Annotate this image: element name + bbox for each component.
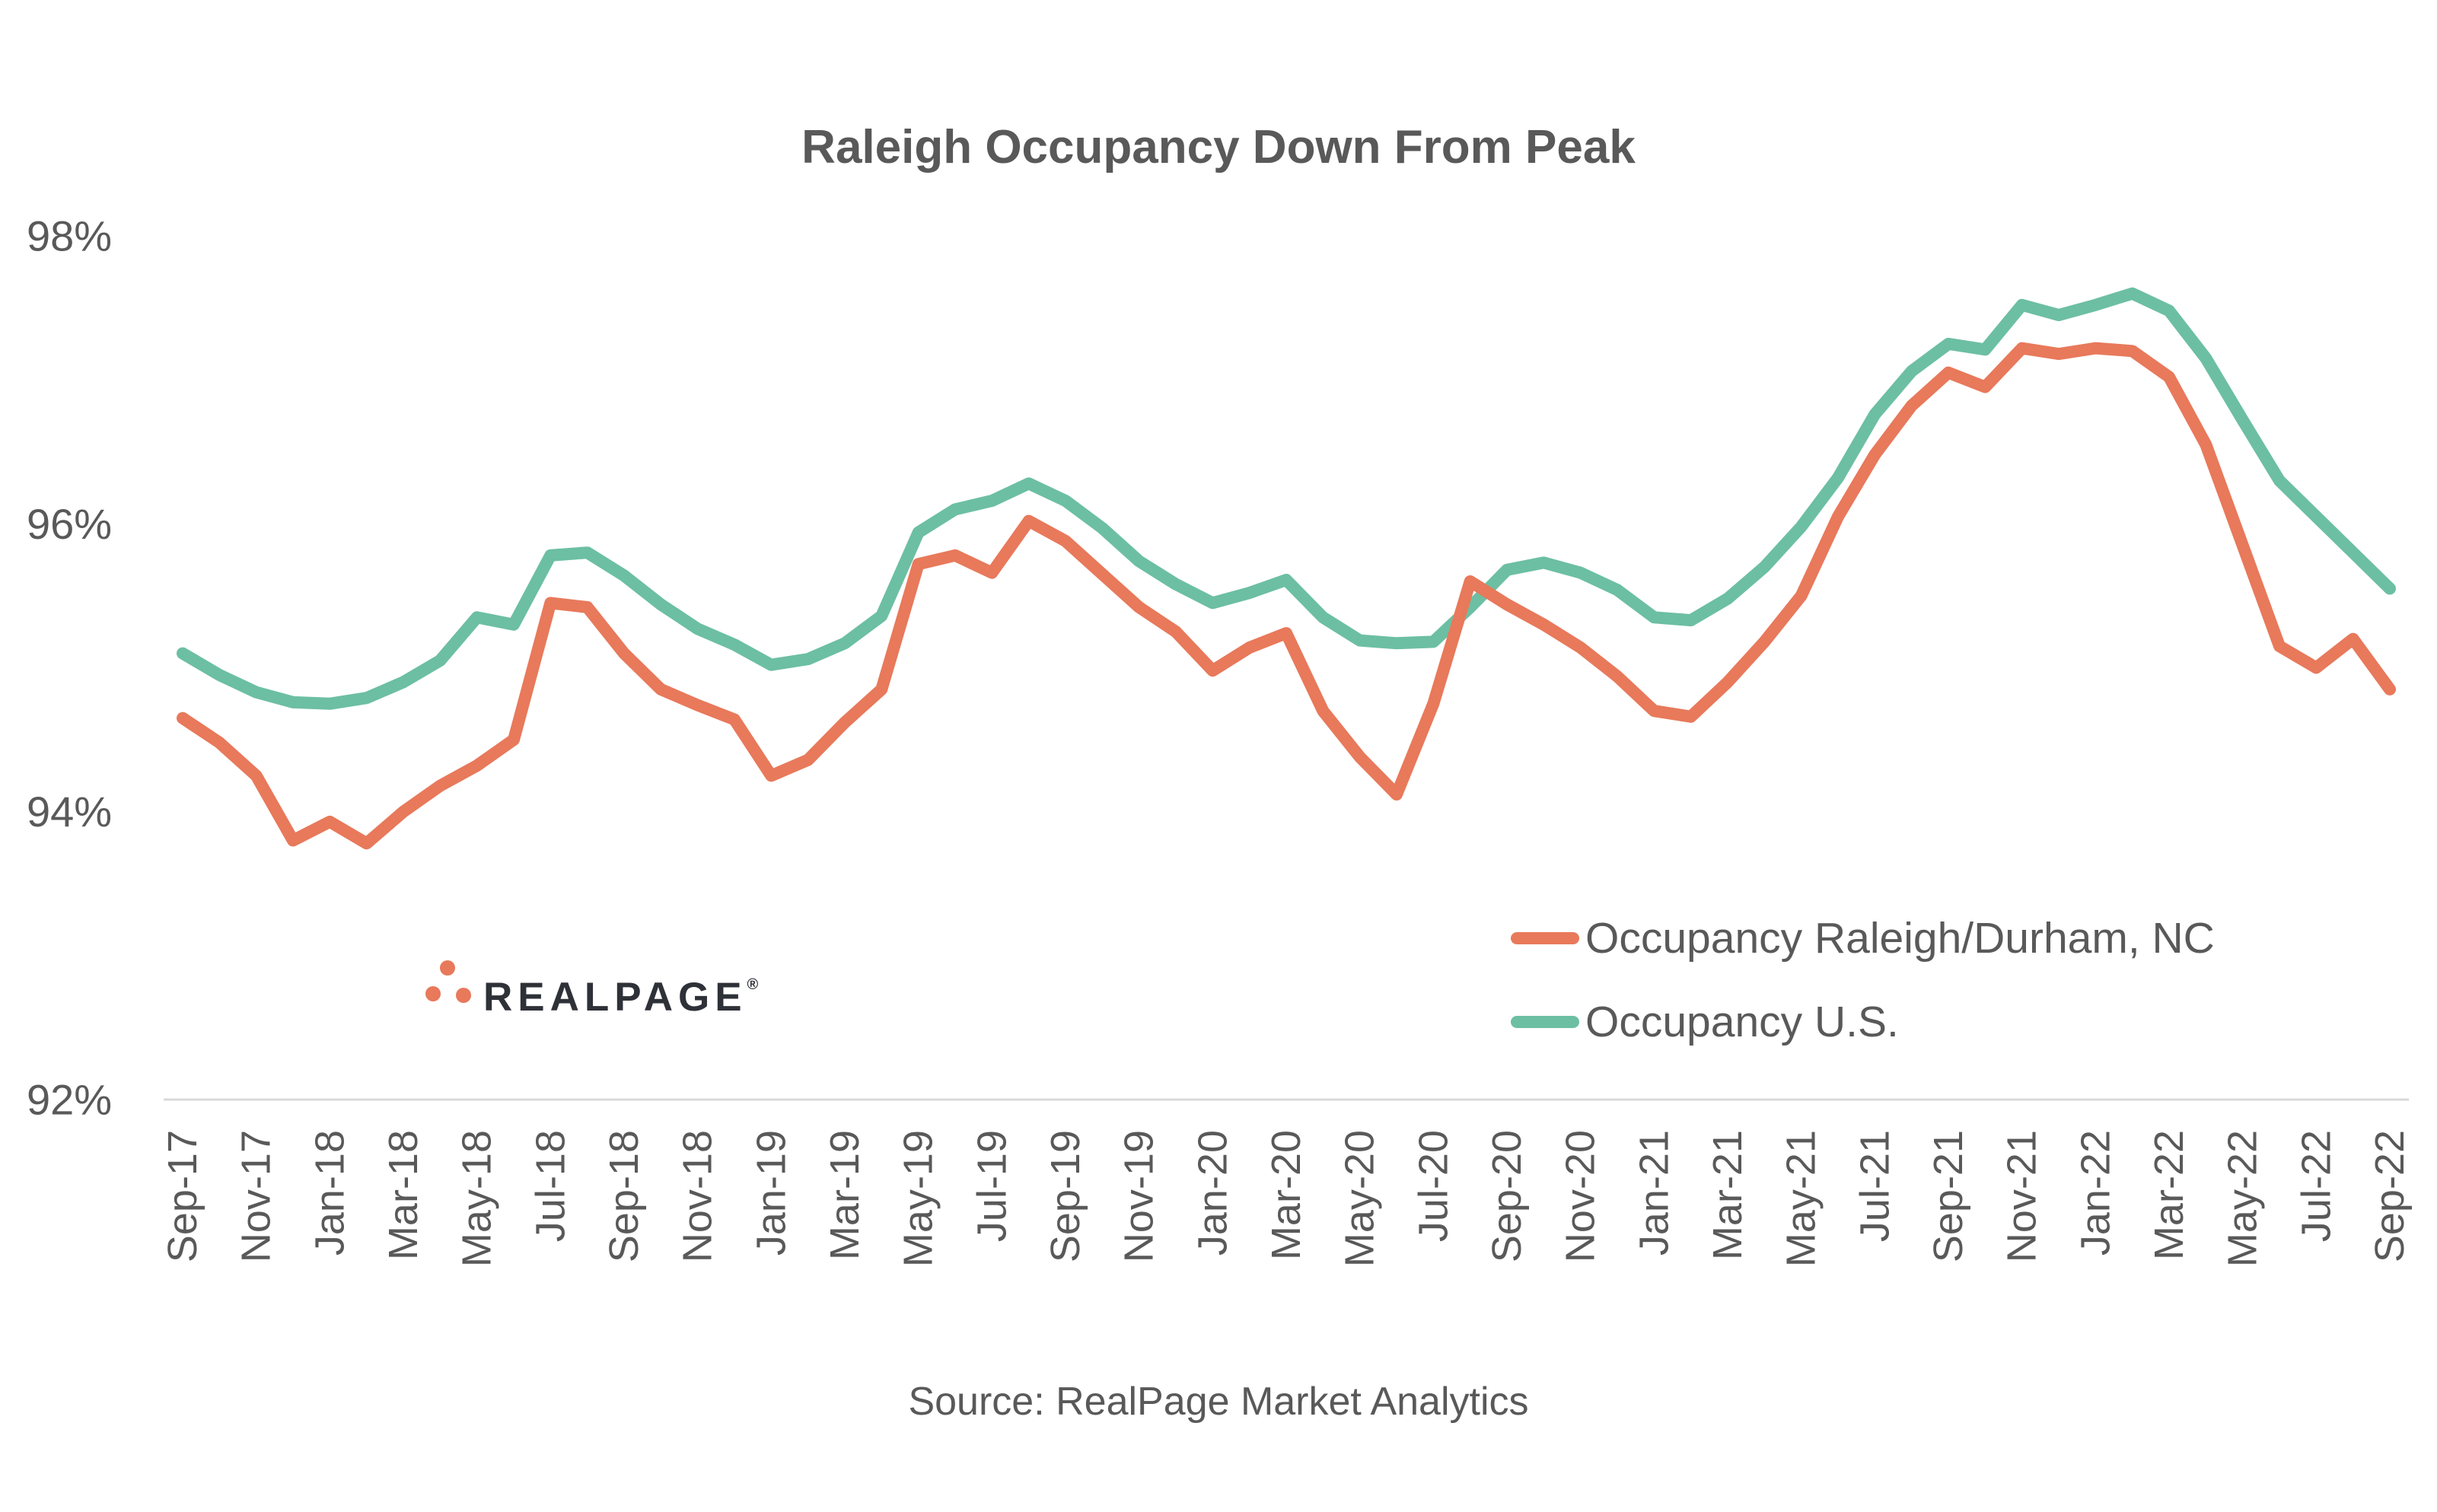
x-tick-label: Jul-20 bbox=[1410, 1130, 1456, 1242]
y-tick-label: 98% bbox=[27, 212, 112, 260]
x-axis-labels: Sep-17 Nov-17 Jan-18 Mar-18 May-18 Jul-18 Sep-… bbox=[160, 1130, 2413, 1267]
x-tick-label: Sep-22 bbox=[2367, 1130, 2413, 1262]
x-tick-label: Mar-21 bbox=[1705, 1130, 1750, 1260]
series-lines bbox=[177, 287, 2396, 850]
legend-label-us: Occupancy U.S. bbox=[1585, 998, 1899, 1046]
logo-dot-icon bbox=[440, 960, 455, 976]
x-tick-label: Mar-22 bbox=[2146, 1130, 2192, 1260]
legend-swatch-raleigh-icon bbox=[1511, 932, 1579, 944]
x-tick-label: Jan-20 bbox=[1190, 1130, 1235, 1256]
x-tick-label: Jul-18 bbox=[527, 1130, 573, 1242]
x-tick-label: May-18 bbox=[454, 1130, 500, 1267]
y-tick-label: 96% bbox=[27, 500, 112, 548]
legend-item-us: Occupancy U.S. bbox=[1511, 980, 2215, 1064]
x-tick-label: Sep-21 bbox=[1926, 1130, 1971, 1262]
legend-swatch-us-icon bbox=[1511, 1016, 1579, 1028]
legend-label-raleigh: Occupancy Raleigh/Durham, NC bbox=[1585, 914, 2215, 963]
x-tick-label: Sep-19 bbox=[1043, 1130, 1088, 1262]
x-tick-label: Jan-22 bbox=[2072, 1130, 2118, 1256]
x-tick-label: Sep-17 bbox=[160, 1130, 205, 1262]
x-tick-label: Nov-18 bbox=[675, 1130, 721, 1262]
x-tick-label: Mar-18 bbox=[381, 1130, 426, 1260]
x-tick-label: Mar-19 bbox=[822, 1130, 868, 1260]
x-tick-label: May-19 bbox=[896, 1130, 941, 1267]
x-tick-label: May-20 bbox=[1337, 1130, 1383, 1267]
x-tick-label: Nov-17 bbox=[234, 1130, 279, 1262]
y-tick-label: 94% bbox=[27, 788, 112, 836]
x-tick-label: Nov-19 bbox=[1117, 1130, 1162, 1262]
series-line-us bbox=[177, 287, 2396, 710]
x-tick-label: Jul-19 bbox=[969, 1130, 1015, 1242]
y-tick-label: 92% bbox=[27, 1076, 112, 1124]
x-tick-label: Nov-21 bbox=[1999, 1130, 2045, 1262]
x-tick-label: Jan-18 bbox=[307, 1130, 352, 1256]
y-axis-labels: 98% 96% 94% 92% bbox=[27, 212, 112, 1124]
x-tick-label: Mar-20 bbox=[1263, 1130, 1309, 1260]
x-tick-label: Jul-22 bbox=[2293, 1130, 2339, 1242]
logo-dot-icon bbox=[425, 986, 441, 1001]
chart-title: Raleigh Occupancy Down From Peak bbox=[801, 121, 1636, 173]
source-text: Source: RealPage Market Analytics bbox=[908, 1380, 1529, 1424]
logo-dot-icon bbox=[456, 988, 471, 1003]
registered-mark: ® bbox=[747, 976, 759, 993]
x-tick-label: Jan-21 bbox=[1631, 1130, 1677, 1256]
legend: Occupancy Raleigh/Durham, NC Occupancy U… bbox=[1511, 896, 2215, 1064]
series-line-raleigh bbox=[177, 342, 2396, 850]
x-tick-label: Jan-19 bbox=[748, 1130, 794, 1256]
x-tick-label: Jul-21 bbox=[1852, 1130, 1897, 1242]
x-tick-label: May-22 bbox=[2220, 1130, 2266, 1267]
logo-text: REALPAGE® bbox=[483, 975, 759, 1020]
realpage-logo: REALPAGE® bbox=[415, 940, 765, 1017]
legend-item-raleigh: Occupancy Raleigh/Durham, NC bbox=[1511, 896, 2215, 980]
x-tick-label: Sep-18 bbox=[601, 1130, 647, 1262]
x-tick-label: Nov-20 bbox=[1558, 1130, 1604, 1262]
x-tick-label: May-21 bbox=[1779, 1130, 1824, 1267]
x-tick-label: Sep-20 bbox=[1484, 1130, 1530, 1262]
